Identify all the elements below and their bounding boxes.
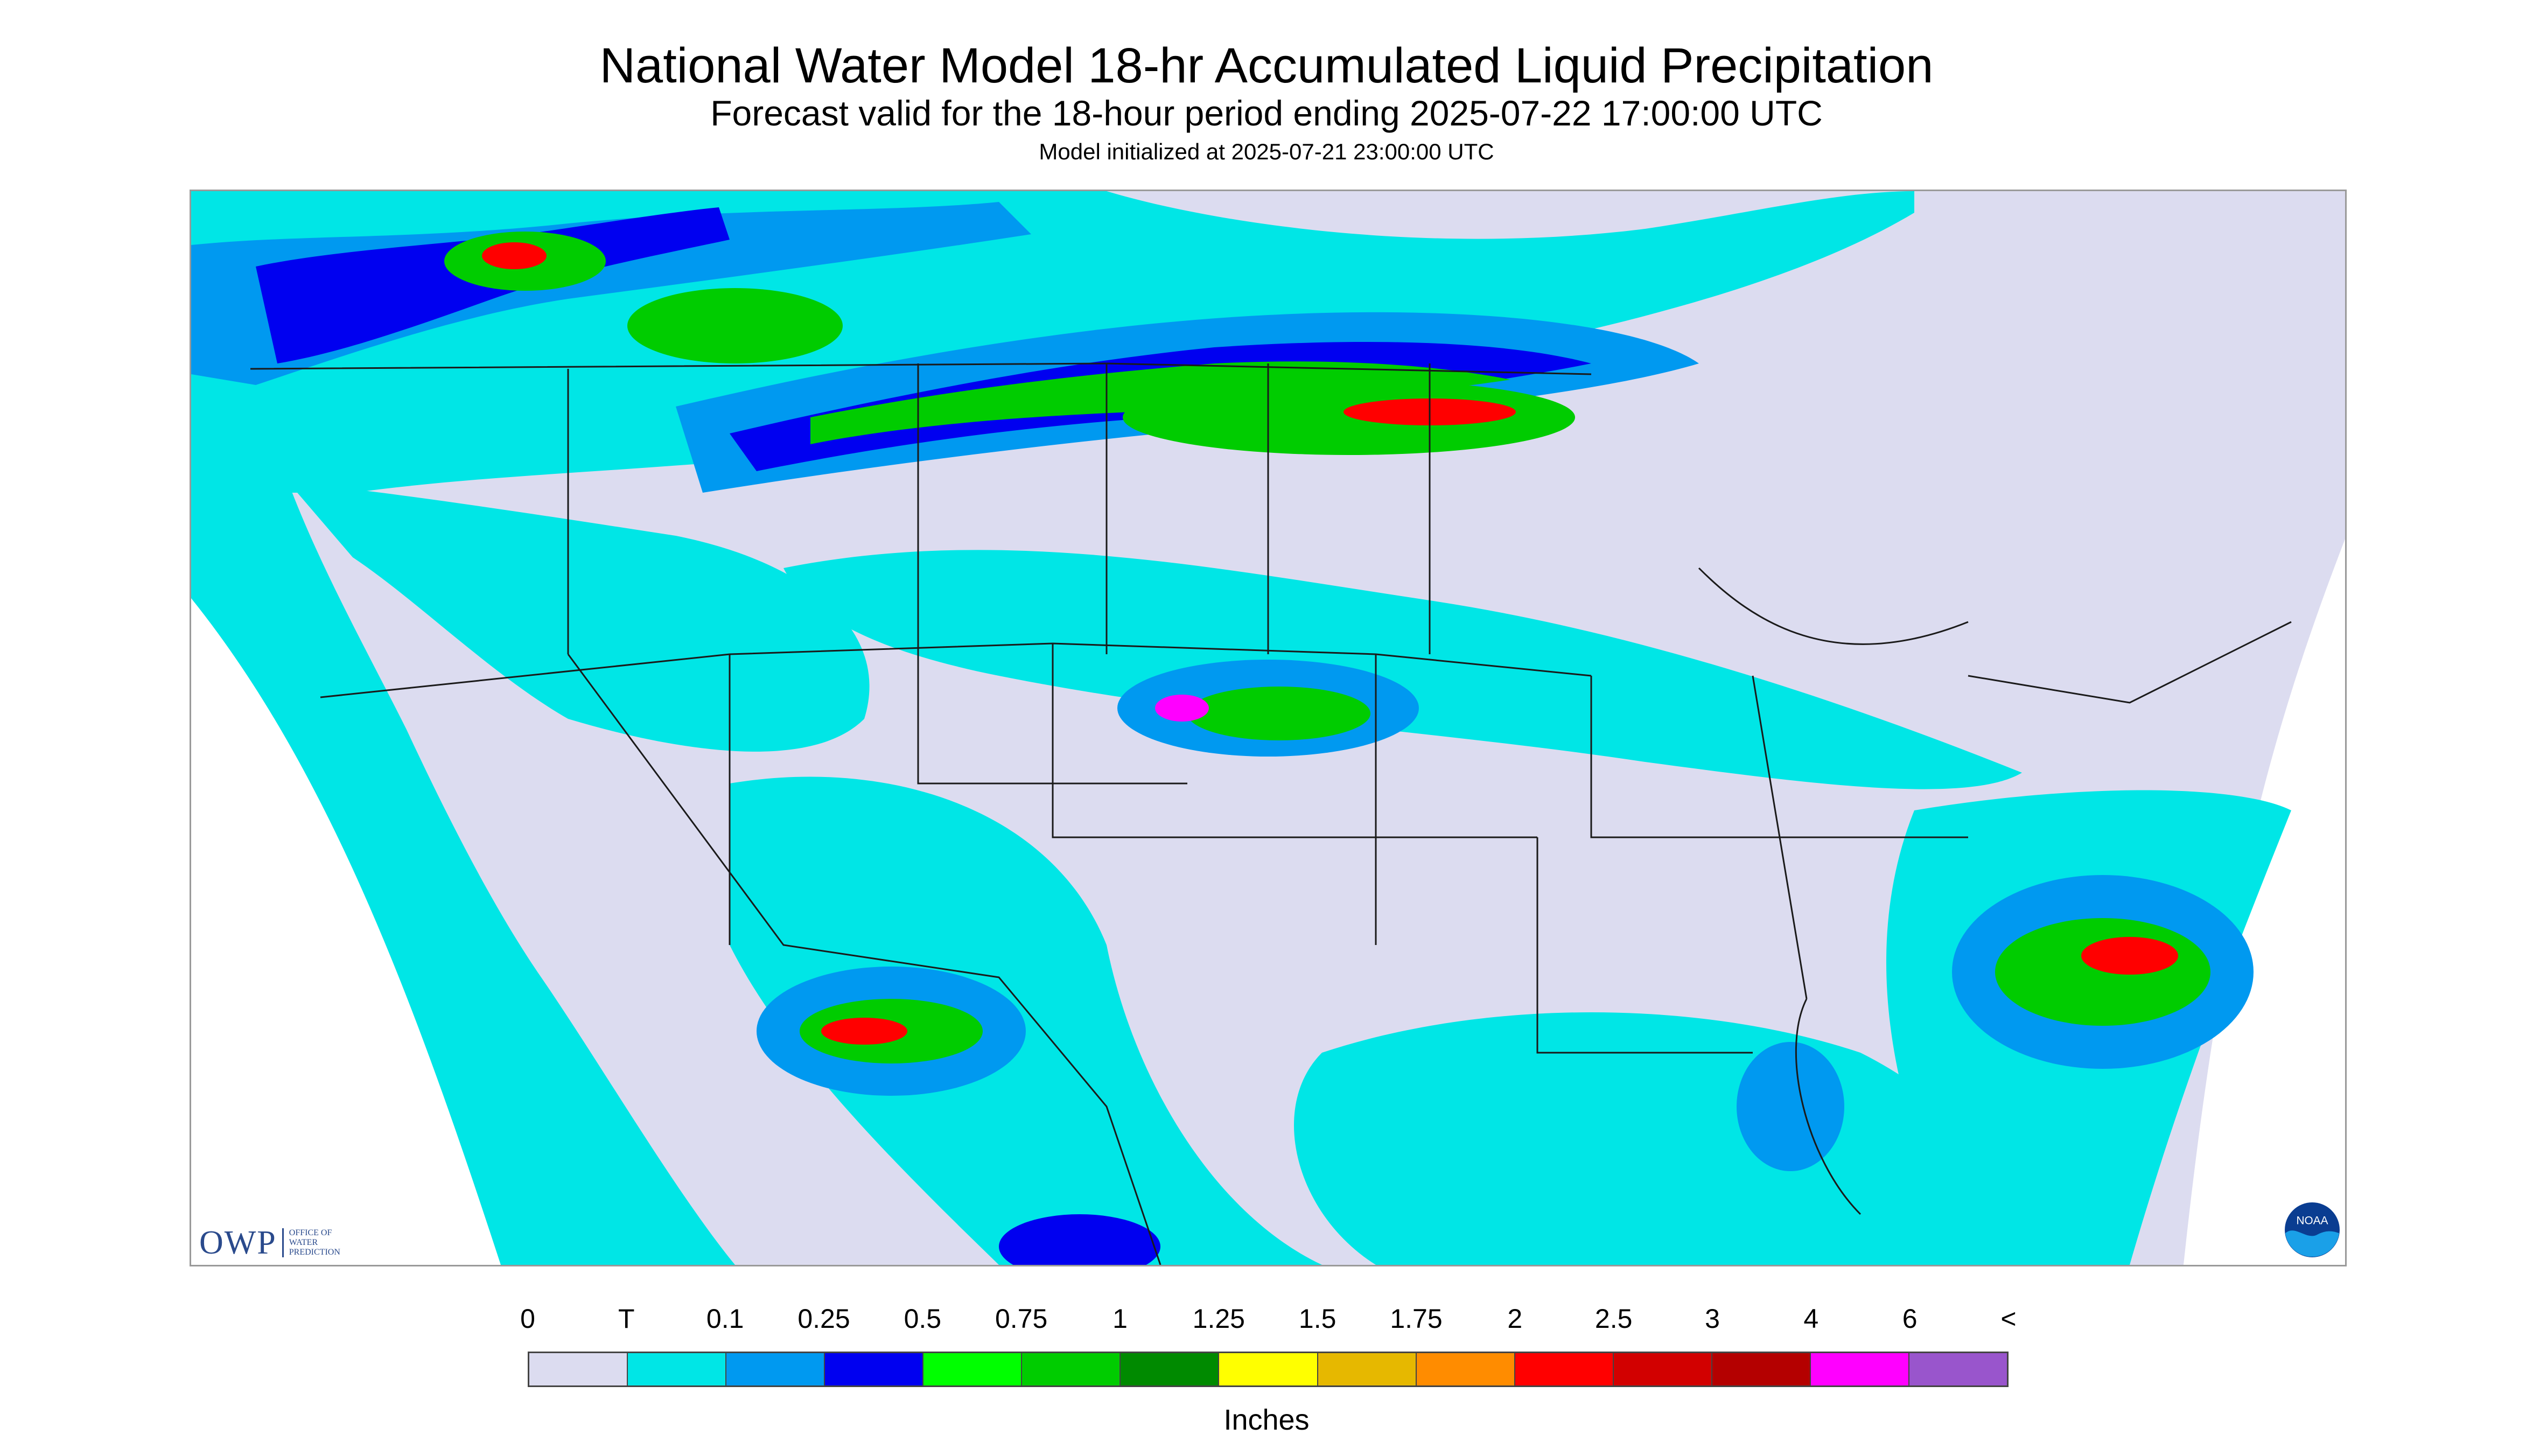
owp-logo-mark: OWP xyxy=(199,1224,277,1261)
legend-swatch xyxy=(1416,1353,1515,1385)
legend-label: < xyxy=(2000,1304,2017,1334)
legend-units: Inches xyxy=(1223,1404,1310,1436)
legend-labels: 0 T 0.1 0.25 0.5 0.75 1 1.25 1.5 1.75 2 2.5 3 4 6 < xyxy=(0,1303,2533,1341)
legend-label: 3 xyxy=(1705,1304,1720,1334)
atlantic-red xyxy=(2081,937,2178,975)
southwest-trace xyxy=(730,776,1322,1265)
arizona-red xyxy=(821,1018,907,1045)
atlantic-heavy xyxy=(1995,918,2210,1026)
legend-label: 1.75 xyxy=(1390,1304,1443,1334)
model-init-time: Model initialized at 2025-07-21 23:00:00… xyxy=(1039,139,1494,164)
legend-swatch xyxy=(1613,1353,1712,1385)
kansas-heavy xyxy=(1187,687,1370,740)
legend-label: 0.75 xyxy=(995,1304,1048,1334)
legend-label: T xyxy=(618,1304,635,1334)
owp-logo-line: PREDICTION xyxy=(289,1248,340,1257)
legend-swatch xyxy=(1909,1353,2007,1385)
mexico-moderate xyxy=(999,1214,1160,1265)
map-canvas xyxy=(191,191,2345,1265)
pacific-trace xyxy=(191,471,735,1265)
state-boundaries xyxy=(250,362,2292,1265)
legend-swatch xyxy=(1810,1353,1909,1385)
precipitation-map[interactable] xyxy=(190,190,2347,1266)
owp-logo-line: WATER xyxy=(289,1238,318,1247)
legend-swatch xyxy=(1318,1353,1417,1385)
legend-swatch xyxy=(726,1353,825,1385)
legend-label: 2 xyxy=(1507,1304,1523,1334)
legend-label: 0.1 xyxy=(706,1304,744,1334)
legend-label: 1.5 xyxy=(1298,1304,1337,1334)
legend-swatch xyxy=(1712,1353,1811,1385)
legend-label: 2.5 xyxy=(1594,1304,1633,1334)
legend-swatch xyxy=(923,1353,1023,1385)
legend-swatch xyxy=(529,1353,628,1385)
legend-label: 1 xyxy=(1112,1304,1128,1334)
montana-heavy xyxy=(627,288,843,363)
legend-swatch xyxy=(825,1353,924,1385)
florida-light xyxy=(1737,1042,1844,1171)
legend-swatch xyxy=(628,1353,727,1385)
legend-label: 0.25 xyxy=(797,1304,850,1334)
legend-label: 1.25 xyxy=(1192,1304,1245,1334)
owp-logo: OWP OFFICE OF WATER PREDICTION xyxy=(199,1223,359,1262)
kansas-extreme xyxy=(1155,695,1209,722)
legend-swatch xyxy=(1219,1353,1318,1385)
noaa-logo-text: NOAA xyxy=(2297,1215,2328,1227)
legend-label: 4 xyxy=(1803,1304,1819,1334)
owp-logo-line: OFFICE OF xyxy=(289,1228,332,1237)
owp-logo-text: OFFICE OF WATER PREDICTION xyxy=(282,1228,359,1257)
northwest-trace xyxy=(288,482,870,752)
map-title: National Water Model 18-hr Accumulated L… xyxy=(599,38,1934,93)
legend-color-bar xyxy=(528,1352,2009,1387)
central-trace xyxy=(783,550,2022,789)
legend-swatch xyxy=(1515,1353,1614,1385)
legend-label: 0 xyxy=(520,1304,535,1334)
noaa-logo: NOAA xyxy=(2285,1202,2340,1257)
northdakota-heavy xyxy=(1123,380,1575,455)
legend-swatch xyxy=(1121,1353,1220,1385)
legend-swatch xyxy=(1022,1353,1121,1385)
bc-extreme xyxy=(482,242,547,269)
legend-label: 0.5 xyxy=(904,1304,942,1334)
legend-label: 6 xyxy=(1902,1304,1918,1334)
map-subtitle: Forecast valid for the 18-hour period en… xyxy=(710,93,1823,133)
